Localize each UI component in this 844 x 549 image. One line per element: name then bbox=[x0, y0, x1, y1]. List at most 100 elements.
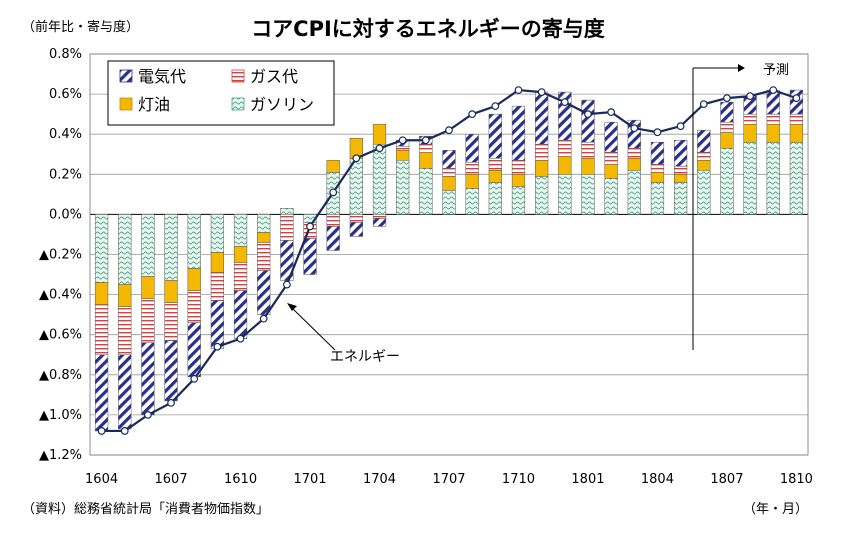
bar-segment bbox=[372, 143, 387, 215]
legend-label-gas: ガス代 bbox=[250, 67, 298, 86]
bar-segment bbox=[233, 246, 248, 263]
bar-segment bbox=[372, 214, 387, 219]
energy-annotation-arrow bbox=[287, 303, 297, 311]
legend-swatch-gas bbox=[231, 69, 245, 83]
bar-segment bbox=[141, 298, 155, 343]
bar-segment bbox=[141, 214, 155, 277]
forecast-label: 予測 bbox=[763, 63, 789, 78]
bar-segment bbox=[372, 218, 387, 227]
bar-segment bbox=[257, 242, 271, 271]
bar-segment bbox=[697, 160, 711, 171]
bar-segment bbox=[558, 156, 572, 175]
y-tick-label: ▲0.6% bbox=[39, 328, 82, 343]
x-tick-label: 1704 bbox=[363, 472, 396, 487]
energy-annotation: エネルギー bbox=[287, 303, 400, 365]
bar-segment bbox=[419, 168, 433, 215]
bar-segment bbox=[511, 160, 526, 175]
bar-segment bbox=[372, 123, 387, 145]
legend-label-kerosene: 灯油 bbox=[138, 95, 170, 114]
bar-segment bbox=[210, 214, 225, 253]
bar-segment bbox=[697, 151, 711, 161]
bar-segment bbox=[650, 164, 665, 173]
bar-segment bbox=[233, 214, 248, 247]
x-tick-label: 1810 bbox=[780, 472, 813, 487]
bar-segment bbox=[326, 160, 340, 173]
bar-segment bbox=[650, 141, 665, 165]
x-tick-label: 1701 bbox=[293, 472, 326, 487]
x-tick-label: 1604 bbox=[85, 472, 118, 487]
bar-segment bbox=[210, 252, 225, 273]
bar-segment bbox=[280, 240, 294, 281]
legend: 電気代 ガス代 灯油 ガソリン bbox=[107, 60, 335, 126]
y-tick-label: ▲0.8% bbox=[39, 368, 82, 383]
bar-segment bbox=[118, 354, 132, 430]
chart-title: コアCPIに対するエネルギーの寄与度 bbox=[251, 17, 605, 41]
bar-segment bbox=[627, 147, 641, 159]
bar-segment bbox=[604, 178, 618, 215]
bar-segment bbox=[720, 101, 734, 123]
y-tick-label: ▲0.4% bbox=[39, 288, 82, 303]
energy-point bbox=[676, 122, 685, 131]
bar-segment bbox=[581, 141, 595, 159]
energy-point bbox=[537, 88, 546, 96]
bar-segment bbox=[118, 214, 132, 285]
bar-segment bbox=[164, 280, 178, 303]
bar-segment bbox=[210, 272, 225, 301]
bar-segment bbox=[141, 276, 155, 299]
bar-segment bbox=[257, 214, 271, 233]
energy-annotation-label: エネルギー bbox=[330, 349, 400, 365]
energy-point bbox=[352, 154, 361, 163]
energy-point bbox=[398, 136, 407, 145]
energy-point bbox=[560, 98, 569, 107]
bars bbox=[94, 89, 804, 432]
bar-segment bbox=[697, 170, 711, 215]
bar-segment bbox=[465, 174, 479, 189]
energy-point bbox=[236, 334, 245, 343]
y-tick-label: ▲0.2% bbox=[39, 248, 82, 263]
bar-segment bbox=[164, 340, 178, 402]
bar-segment bbox=[604, 121, 618, 153]
bar-segment bbox=[743, 113, 757, 125]
bar-segment bbox=[396, 160, 410, 215]
bar-segment bbox=[558, 174, 572, 215]
bar-segment bbox=[558, 139, 572, 157]
bar-segment bbox=[419, 151, 433, 169]
energy-point bbox=[167, 398, 175, 407]
bar-segment bbox=[720, 131, 734, 149]
bar-segment bbox=[673, 166, 688, 175]
x-unit-label: （年・月） bbox=[743, 502, 808, 517]
bar-segment bbox=[326, 214, 340, 227]
bar-segment bbox=[349, 222, 363, 237]
energy-point bbox=[584, 110, 592, 119]
x-tick-label: 1610 bbox=[224, 472, 257, 487]
energy-point bbox=[329, 188, 338, 197]
forecast-marker: 予測 bbox=[692, 63, 789, 350]
bar-segment bbox=[210, 300, 225, 349]
bar-segment bbox=[766, 123, 780, 143]
bar-segment bbox=[627, 170, 641, 215]
bar-segment bbox=[396, 149, 410, 161]
bar-segment bbox=[442, 168, 456, 177]
bar-segment bbox=[442, 190, 456, 215]
bar-segment bbox=[650, 182, 665, 215]
y-tick-label: 0.8% bbox=[49, 47, 82, 62]
bar-segment bbox=[187, 214, 201, 269]
x-tick-label: 1707 bbox=[432, 472, 465, 487]
energy-point bbox=[190, 374, 199, 383]
bar-segment bbox=[581, 158, 595, 175]
bar-segment bbox=[187, 268, 201, 291]
bar-segment bbox=[442, 149, 456, 169]
energy-point bbox=[421, 136, 430, 145]
bar-segment bbox=[488, 113, 502, 159]
x-tick-label: 1710 bbox=[502, 472, 535, 487]
energy-point bbox=[607, 108, 616, 117]
energy-point bbox=[514, 86, 523, 94]
energy-point bbox=[630, 124, 639, 133]
bar-segment bbox=[720, 121, 734, 133]
bar-segment bbox=[118, 284, 132, 307]
bar-segment bbox=[94, 214, 109, 283]
bar-segment bbox=[673, 174, 688, 183]
bar-segment bbox=[465, 162, 479, 175]
bar-segment bbox=[604, 151, 618, 165]
